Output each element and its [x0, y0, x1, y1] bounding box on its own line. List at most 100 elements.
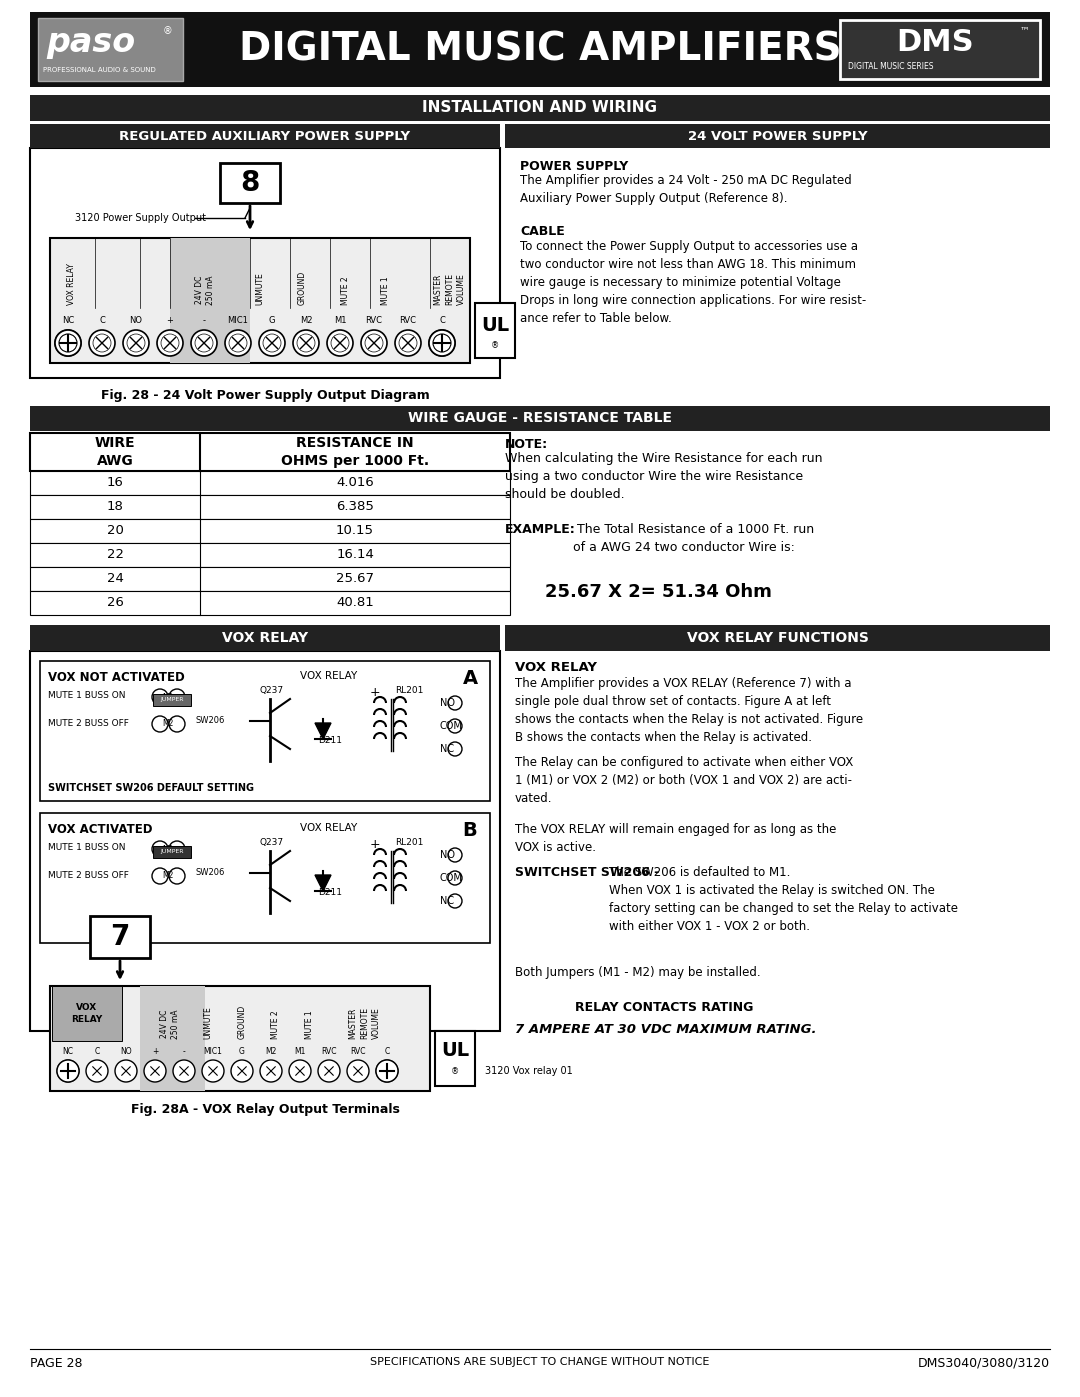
Text: The VOX RELAY will remain engaged for as long as the
VOX is active.: The VOX RELAY will remain engaged for as… — [515, 823, 836, 854]
Text: The Relay can be configured to activate when either VOX
1 (M1) or VOX 2 (M2) or : The Relay can be configured to activate … — [515, 756, 853, 805]
Bar — [30, 13, 1050, 87]
Text: G: G — [269, 316, 275, 326]
Circle shape — [259, 330, 285, 356]
Text: The Total Resistance of a 1000 Ft. run
of a AWG 24 two conductor Wire is:: The Total Resistance of a 1000 Ft. run o… — [573, 522, 814, 555]
Text: MUTE 1: MUTE 1 — [306, 1010, 314, 1039]
Text: GROUND: GROUND — [297, 271, 307, 305]
Circle shape — [168, 689, 185, 705]
Circle shape — [152, 717, 168, 732]
Text: SWITCHSET SW206 -: SWITCHSET SW206 - — [515, 866, 663, 879]
Text: M1: M1 — [162, 693, 174, 701]
Bar — [153, 847, 191, 858]
Text: RESISTANCE IN
OHMS per 1000 Ft.: RESISTANCE IN OHMS per 1000 Ft. — [281, 436, 429, 468]
Text: Q237: Q237 — [260, 686, 284, 694]
Text: M2: M2 — [162, 719, 174, 728]
Text: VOX RELAY FUNCTIONS: VOX RELAY FUNCTIONS — [687, 631, 868, 645]
Circle shape — [57, 1060, 79, 1083]
Text: 22: 22 — [107, 549, 123, 562]
Circle shape — [361, 330, 387, 356]
Bar — [170, 237, 249, 363]
Text: DMS3040/3080/3120: DMS3040/3080/3120 — [918, 1356, 1050, 1370]
Text: ®: ® — [450, 1067, 459, 1076]
Bar — [30, 495, 510, 520]
Text: 16: 16 — [107, 476, 123, 489]
Text: 20: 20 — [107, 524, 123, 538]
Bar — [505, 124, 1050, 148]
Text: RL201: RL201 — [395, 838, 423, 847]
Circle shape — [168, 868, 185, 884]
Text: MASTER
REMOTE
VOLUME: MASTER REMOTE VOLUME — [349, 1007, 381, 1039]
Bar — [40, 661, 490, 800]
Circle shape — [57, 1060, 79, 1083]
Text: C: C — [99, 316, 105, 326]
Text: Fig. 28 - 24 Volt Power Supply Output Diagram: Fig. 28 - 24 Volt Power Supply Output Di… — [100, 390, 430, 402]
Text: EXAMPLE:: EXAMPLE: — [505, 522, 576, 536]
Text: 40.81: 40.81 — [336, 597, 374, 609]
Text: C: C — [384, 1046, 390, 1056]
Circle shape — [448, 870, 462, 886]
Circle shape — [376, 1060, 399, 1083]
Bar — [30, 624, 500, 651]
Text: GROUND: GROUND — [238, 1004, 246, 1039]
Bar — [30, 471, 510, 495]
Text: 25.67 X 2= 51.34 Ohm: 25.67 X 2= 51.34 Ohm — [545, 583, 772, 601]
Text: UNMUTE: UNMUTE — [256, 272, 265, 305]
Text: -: - — [183, 1046, 186, 1056]
Circle shape — [289, 1060, 311, 1083]
Text: RVC: RVC — [321, 1046, 337, 1056]
Text: -: - — [203, 316, 205, 326]
Text: SWITCHSET SW206 DEFAULT SETTING: SWITCHSET SW206 DEFAULT SETTING — [48, 782, 254, 793]
Text: B: B — [462, 821, 477, 840]
Circle shape — [55, 330, 81, 356]
Circle shape — [202, 1060, 224, 1083]
Text: WIRE GAUGE - RESISTANCE TABLE: WIRE GAUGE - RESISTANCE TABLE — [408, 412, 672, 426]
Text: M1: M1 — [334, 316, 347, 326]
Text: PAGE 28: PAGE 28 — [30, 1356, 82, 1370]
Text: RELAY CONTACTS RATING: RELAY CONTACTS RATING — [575, 1002, 754, 1014]
Circle shape — [448, 719, 462, 733]
Text: 7 AMPERE AT 30 VDC MAXIMUM RATING.: 7 AMPERE AT 30 VDC MAXIMUM RATING. — [515, 1023, 816, 1037]
Text: 7: 7 — [110, 923, 130, 951]
Text: SW206: SW206 — [195, 868, 225, 877]
Text: MIC1: MIC1 — [228, 316, 248, 326]
Text: NO: NO — [440, 849, 455, 861]
Circle shape — [395, 330, 421, 356]
Text: To connect the Power Supply Output to accessories use a
two conductor wire not l: To connect the Power Supply Output to ac… — [519, 240, 866, 326]
Text: Fig. 28A - VOX Relay Output Terminals: Fig. 28A - VOX Relay Output Terminals — [131, 1102, 400, 1115]
Text: UL: UL — [481, 316, 509, 335]
Bar — [30, 95, 1050, 122]
Text: MUTE 1 BUSS ON: MUTE 1 BUSS ON — [48, 842, 125, 852]
Circle shape — [152, 689, 168, 705]
Bar — [840, 20, 1040, 80]
Text: JUMPER: JUMPER — [160, 697, 184, 703]
Bar — [153, 694, 191, 705]
Text: 24: 24 — [107, 573, 123, 585]
Text: JUMPER: JUMPER — [160, 849, 184, 855]
Text: D211: D211 — [318, 888, 342, 897]
Bar — [475, 303, 515, 358]
Text: 3120 Vox relay 01: 3120 Vox relay 01 — [485, 1066, 572, 1076]
Text: 8: 8 — [241, 169, 259, 197]
Text: ®: ® — [163, 27, 173, 36]
Text: M2: M2 — [300, 316, 312, 326]
Text: MUTE 2 BUSS OFF: MUTE 2 BUSS OFF — [48, 870, 129, 880]
Bar — [52, 986, 122, 1041]
Text: D211: D211 — [318, 736, 342, 745]
Text: UL: UL — [441, 1042, 469, 1060]
Text: VOX RELAY: VOX RELAY — [221, 631, 308, 645]
Text: DIGITAL MUSIC SERIES: DIGITAL MUSIC SERIES — [848, 61, 933, 71]
Circle shape — [448, 696, 462, 710]
Text: +: + — [370, 838, 380, 851]
Bar — [30, 520, 510, 543]
Circle shape — [144, 1060, 166, 1083]
Text: SPECIFICATIONS ARE SUBJECT TO CHANGE WITHOUT NOTICE: SPECIFICATIONS ARE SUBJECT TO CHANGE WIT… — [370, 1356, 710, 1368]
Circle shape — [173, 1060, 195, 1083]
Text: VOX RELAY: VOX RELAY — [300, 823, 357, 833]
Circle shape — [86, 1060, 108, 1083]
Circle shape — [293, 330, 319, 356]
Text: +: + — [370, 686, 380, 698]
Text: WIRE
AWG: WIRE AWG — [95, 436, 135, 468]
Text: The SW206 is defaulted to M1.
When VOX 1 is activated the Relay is switched ON. : The SW206 is defaulted to M1. When VOX 1… — [609, 866, 958, 933]
Circle shape — [225, 330, 251, 356]
Text: NOTE:: NOTE: — [505, 439, 549, 451]
